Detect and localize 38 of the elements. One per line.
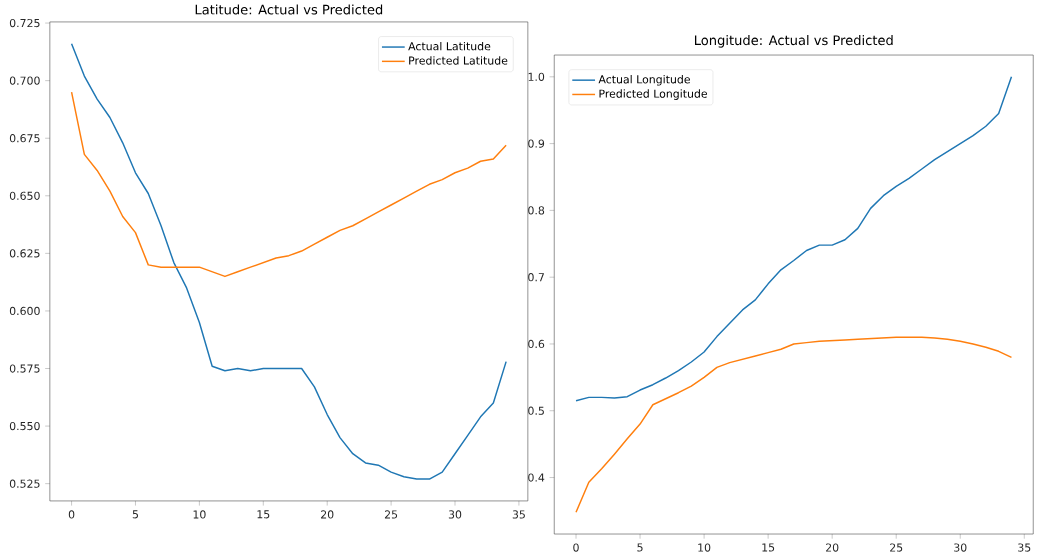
y-tick-label: 0.650 xyxy=(9,191,40,200)
y-tick-label: 0.550 xyxy=(9,421,40,431)
x-tick-label: 5 xyxy=(637,543,643,552)
x-tick-label: 5 xyxy=(132,510,138,519)
x-tick-label: 0 xyxy=(573,543,579,552)
x-tick-label: 25 xyxy=(384,510,398,519)
legend-label: Predicted Latitude xyxy=(409,56,508,65)
y-tick-label: 0.600 xyxy=(9,306,40,315)
y-tick-label: 0.675 xyxy=(9,134,40,143)
x-tick-label: 15 xyxy=(257,510,270,519)
chart-title: Latitude: Actual vs Predicted xyxy=(195,4,383,15)
legend-label: Predicted Longitude xyxy=(599,89,708,100)
y-tick-label: 1.0 xyxy=(528,72,545,81)
x-tick-label: 10 xyxy=(698,543,711,552)
x-tick-label: 0 xyxy=(68,510,75,519)
x-tick-label: 30 xyxy=(954,543,967,552)
y-tick-label: 0.8 xyxy=(528,206,545,215)
y-tick-label: 0.525 xyxy=(9,479,40,488)
y-tick-label: 0.5 xyxy=(528,406,544,415)
x-tick-label: 25 xyxy=(890,543,903,552)
y-tick-label: 0.700 xyxy=(9,76,40,85)
x-tick-label: 10 xyxy=(193,510,206,519)
x-tick-label: 15 xyxy=(762,543,775,552)
x-tick-label: 20 xyxy=(321,510,334,519)
x-tick-label: 20 xyxy=(826,543,839,552)
y-tick-label: 0.725 xyxy=(9,18,40,28)
legend-label: Actual Latitude xyxy=(408,41,491,51)
y-tick-label: 0.6 xyxy=(528,339,545,349)
y-tick-label: 0.7 xyxy=(528,272,544,282)
y-tick-label: 0.9 xyxy=(528,139,545,148)
x-tick-label: 35 xyxy=(1018,543,1031,552)
y-tick-label: 0.4 xyxy=(528,473,545,482)
x-tick-label: 30 xyxy=(448,510,462,519)
y-tick-label: 0.575 xyxy=(9,364,40,373)
legend-label: Actual Longitude xyxy=(598,74,690,86)
x-tick-label: 35 xyxy=(512,510,525,519)
y-tick-label: 0.625 xyxy=(9,249,40,258)
chart-title: Longitude: Actual vs Predicted xyxy=(695,34,893,48)
